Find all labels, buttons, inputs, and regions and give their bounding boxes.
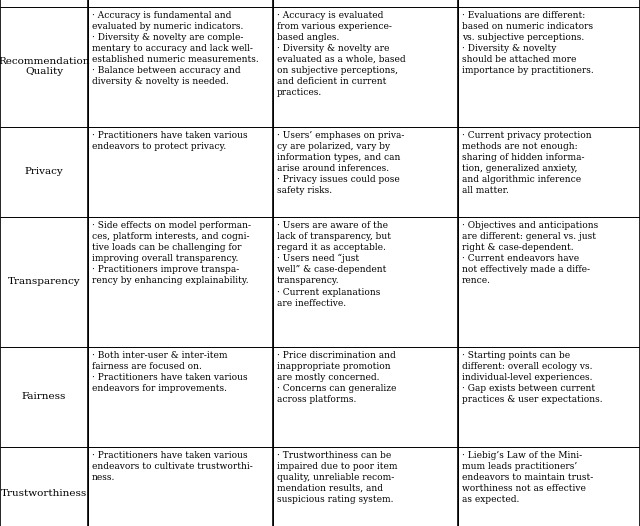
Text: · Price discrimination and
inappropriate promotion
are mostly concerned.
· Conce: · Price discrimination and inappropriate… (277, 350, 396, 404)
Text: · Practitioners have taken various
endeavors to protect privacy.: · Practitioners have taken various endea… (92, 130, 248, 150)
Text: Privacy: Privacy (24, 167, 63, 176)
Text: · Practitioners have taken various
endeavors to cultivate trustworthi-
ness.: · Practitioners have taken various endea… (92, 450, 253, 482)
Text: · Users are aware of the
lack of transparency, but
regard it as acceptable.
· Us: · Users are aware of the lack of transpa… (277, 220, 391, 308)
Text: · Liebig’s Law of the Mini-
mum leads practitioners’
endeavors to maintain trust: · Liebig’s Law of the Mini- mum leads pr… (462, 450, 593, 504)
Text: Fairness: Fairness (22, 392, 66, 401)
Text: Practitioner Side: Practitioner Side (129, 0, 232, 1)
Text: Transparency: Transparency (8, 277, 80, 286)
Text: · Side effects on model performan-
ces, platform interests, and cogni-
tive load: · Side effects on model performan- ces, … (92, 220, 251, 285)
Text: · Users’ emphases on priva-
cy are polarized, vary by
information types, and can: · Users’ emphases on priva- cy are polar… (277, 130, 404, 195)
Text: Trustworthiness: Trustworthiness (1, 490, 87, 499)
Text: · Both inter-user & inter-item
fairness are focused on.
· Practitioners have tak: · Both inter-user & inter-item fairness … (92, 350, 248, 393)
Text: User Side: User Side (336, 0, 395, 1)
Text: · Current privacy protection
methods are not enough:
sharing of hidden informa-
: · Current privacy protection methods are… (462, 130, 591, 195)
Text: Practitioner vs. User: Practitioner vs. User (486, 0, 612, 1)
Text: · Trustworthiness can be
impaired due to poor item
quality, unreliable recom-
me: · Trustworthiness can be impaired due to… (277, 450, 397, 504)
Text: · Accuracy is evaluated
from various experience-
based angles.
· Diversity & nov: · Accuracy is evaluated from various exp… (277, 11, 406, 97)
Text: · Objectives and anticipations
are different: general vs. just
right & case-depe: · Objectives and anticipations are diffe… (462, 220, 598, 285)
Text: Recommendation
Quality: Recommendation Quality (0, 57, 90, 76)
Text: Values: Values (24, 0, 64, 1)
Text: · Accuracy is fundamental and
evaluated by numeric indicators.
· Diversity & nov: · Accuracy is fundamental and evaluated … (92, 11, 259, 86)
Text: · Evaluations are different:
based on numeric indicators
vs. subjective percepti: · Evaluations are different: based on nu… (462, 11, 594, 75)
Text: · Starting points can be
different: overall ecology vs.
individual-level experie: · Starting points can be different: over… (462, 350, 603, 404)
